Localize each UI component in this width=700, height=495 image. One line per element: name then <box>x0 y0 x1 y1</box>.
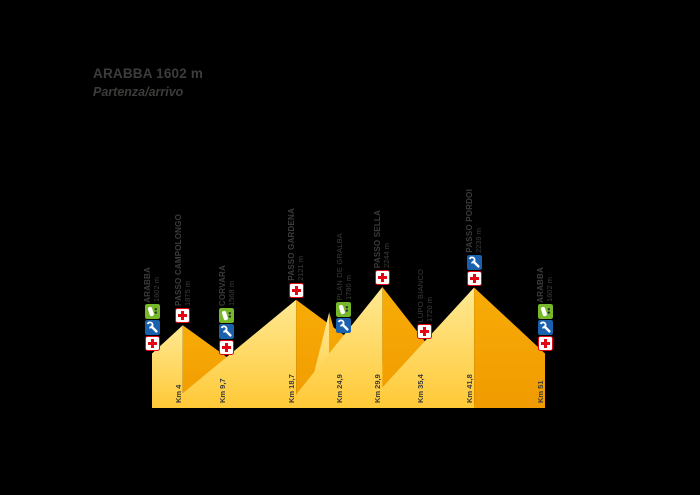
service-icon-stack <box>175 308 191 324</box>
station-altitude: 1720 m <box>424 297 434 323</box>
medical-cross-icon <box>537 336 553 352</box>
refreshment-icon <box>336 302 352 318</box>
station-altitude: 1602 m <box>152 277 161 303</box>
medical-cross-icon <box>466 270 482 286</box>
station-altitude: 1568 m <box>226 280 236 306</box>
station-name: PASSO CAMPOLONGO <box>173 214 183 307</box>
service-icon-stack <box>288 282 304 298</box>
km-marker-lupo-bianco: Km 35,4 <box>415 374 425 403</box>
station-name: PASSO PORDOI <box>465 188 475 253</box>
service-icon-stack <box>144 304 160 352</box>
service-icon-stack <box>466 254 482 286</box>
station-altitude: 1780 m <box>343 275 353 301</box>
station-label-plan-de-gralba: PLAN DE GRALBA 1780 m <box>335 233 353 334</box>
service-icon-stack <box>336 302 352 334</box>
station-text: PASSO CAMPOLONGO 1875 m <box>174 214 192 306</box>
medical-cross-icon <box>144 336 160 352</box>
station-label-passo-pordoi: PASSO PORDOI 2239 m <box>465 189 483 286</box>
station-text: PASSO GARDENA 2121 m <box>287 208 305 281</box>
refreshment-icon <box>144 304 160 320</box>
station-text: PASSO SELLA 2244 m <box>373 210 391 268</box>
station-name: ARABBA <box>536 266 545 303</box>
station-text: ARABBA 1602 m <box>536 267 554 303</box>
station-name: LUPO BIANCO <box>415 268 425 323</box>
start-finish-title: ARABBA 1602 m Partenza/arrivo <box>93 66 203 99</box>
station-label-arabba-finish: ARABBA 1602 m <box>536 267 554 352</box>
station-name: CORVARA <box>217 264 227 306</box>
service-icon-stack <box>537 304 553 352</box>
station-altitude: 1602 m <box>545 277 554 303</box>
km-marker-plan-de-gralba: Km 24,9 <box>334 374 344 403</box>
medical-cross-icon <box>374 270 390 286</box>
page-subtitle: Partenza/arrivo <box>93 85 184 99</box>
km-marker-passo-sella: Km 29,9 <box>373 374 383 403</box>
station-text: CORVARA 1568 m <box>218 265 236 306</box>
medical-cross-icon <box>288 282 304 298</box>
station-text: ARABBA 1602 m <box>143 267 161 303</box>
climb-face-light <box>363 287 475 408</box>
climb-face-dark <box>474 287 545 408</box>
station-altitude: 2121 m <box>296 255 306 281</box>
station-name: ARABBA <box>143 266 152 303</box>
mechanic-wrench-icon <box>219 323 235 339</box>
station-name: PLAN DE GRALBA <box>334 232 344 301</box>
station-text: PASSO PORDOI 2239 m <box>465 189 483 253</box>
km-marker-arabba-finish: Km 51 <box>536 380 545 403</box>
station-label-lupo-bianco: LUPO BIANCO 1720 m <box>416 269 434 340</box>
mechanic-wrench-icon <box>466 254 482 270</box>
service-icon-stack <box>219 307 235 355</box>
service-icon-stack <box>417 324 433 340</box>
station-label-passo-sella: PASSO SELLA 2244 m <box>373 210 391 286</box>
station-text: LUPO BIANCO 1720 m <box>416 269 434 322</box>
station-name: PASSO GARDENA <box>287 208 297 281</box>
mechanic-wrench-icon <box>336 318 352 334</box>
medical-cross-icon <box>417 324 433 340</box>
refreshment-icon <box>219 307 235 323</box>
km-marker-passo-pordoi: Km 41,8 <box>465 374 475 403</box>
medical-cross-icon <box>219 339 235 355</box>
climb-face-light <box>285 287 383 408</box>
km-marker-passo-campolongo: Km 4 <box>173 384 183 403</box>
station-altitude: 2244 m <box>382 242 392 269</box>
service-icon-stack <box>374 270 390 286</box>
medical-cross-icon <box>175 308 191 324</box>
station-label-passo-gardena: PASSO GARDENA 2121 m <box>287 208 305 298</box>
station-altitude: 1875 m <box>182 281 192 307</box>
mechanic-wrench-icon <box>537 320 553 336</box>
page-title: ARABBA 1602 m <box>93 66 204 81</box>
station-label-arabba-start: ARABBA 1602 m <box>143 267 161 352</box>
station-label-passo-campolongo: PASSO CAMPOLONGO 1875 m <box>174 214 192 324</box>
km-marker-passo-gardena: Km 18,7 <box>287 374 297 403</box>
climb-face-light <box>152 325 183 408</box>
refreshment-icon <box>537 304 553 320</box>
station-altitude: 2239 m <box>474 227 484 253</box>
km-marker-corvara: Km 9,7 <box>217 378 227 403</box>
station-label-corvara: CORVARA 1568 m <box>218 265 236 355</box>
station-text: PLAN DE GRALBA 1780 m <box>335 233 353 300</box>
mechanic-wrench-icon <box>144 320 160 336</box>
